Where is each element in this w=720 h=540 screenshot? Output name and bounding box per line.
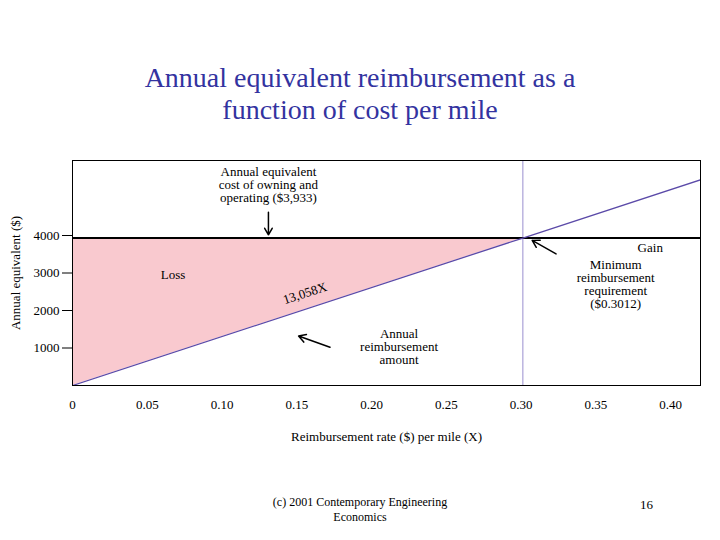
svg-text:13,058X: 13,058X <box>281 279 329 307</box>
svg-text:Loss: Loss <box>161 267 186 282</box>
svg-text:0.05: 0.05 <box>136 397 159 412</box>
svg-text:4000: 4000 <box>34 228 60 243</box>
svg-text:0.35: 0.35 <box>584 397 607 412</box>
svg-text:3000: 3000 <box>34 265 60 280</box>
svg-text:Minimumreimbursementrequiremen: Minimumreimbursementrequirement($0.3012) <box>577 257 655 311</box>
svg-text:0.40: 0.40 <box>659 397 682 412</box>
svg-text:0.30: 0.30 <box>510 397 533 412</box>
svg-text:Annualreimbursementamount: Annualreimbursementamount <box>360 326 438 367</box>
svg-text:0: 0 <box>69 397 76 412</box>
svg-text:Gain: Gain <box>638 240 664 255</box>
svg-text:0.10: 0.10 <box>211 397 234 412</box>
html-text:16: 16 <box>640 497 653 512</box>
svg-text:1000: 1000 <box>34 340 60 355</box>
svg-text:0.25: 0.25 <box>435 397 458 412</box>
html-text:(c) 2001 Contemporary Engineer: (c) 2001 Contemporary Engineering Econom… <box>272 495 448 524</box>
svg-text:Annual equivalentcost of ownin: Annual equivalentcost of owning andopera… <box>219 164 319 205</box>
svg-text:Annual equivalent ($): Annual equivalent ($) <box>8 216 23 330</box>
svg-text:2000: 2000 <box>34 303 60 318</box>
html-text:Annual equivalent reimbursemen: Annual equivalent reimbursement as a fun… <box>144 62 576 125</box>
svg-text:Reimbursement rate ($) per mil: Reimbursement rate ($) per mile (X) <box>291 429 482 444</box>
svg-text:0.20: 0.20 <box>360 397 383 412</box>
svg-text:0.15: 0.15 <box>285 397 308 412</box>
